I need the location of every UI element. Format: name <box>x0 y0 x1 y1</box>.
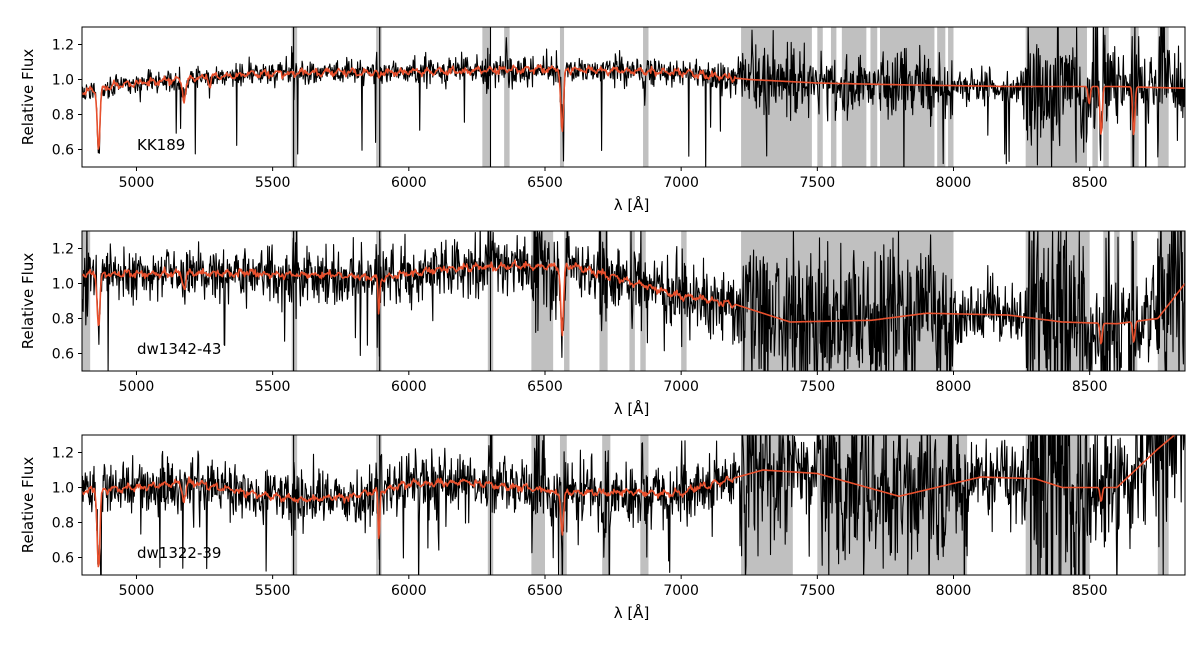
object-label: dw1342-43 <box>137 340 221 358</box>
model-spectrum-line <box>82 259 1185 345</box>
x-tick-label: 7500 <box>800 379 836 395</box>
chart-panel-3: 5000 5500 6000 6500 7000 7500 8000 8500 0.6 0.8 1.… <box>19 434 1186 622</box>
x-tick-label: 8000 <box>936 379 972 395</box>
x-tick-label: 7500 <box>800 583 836 599</box>
plot-area <box>82 435 1185 575</box>
masked-region <box>629 231 635 371</box>
plot-frame <box>81 230 1186 372</box>
model-spectrum-line <box>82 64 1185 150</box>
x-tick-label: 8500 <box>1072 175 1108 191</box>
masked-region <box>504 27 510 167</box>
x-tick-label: 5500 <box>255 175 291 191</box>
y-tick-label: 0.6 <box>52 551 74 567</box>
y-tick-label: 1.0 <box>52 277 74 293</box>
x-tick-label: 7000 <box>663 379 699 395</box>
masked-region <box>640 231 646 371</box>
y-axis-label: Relative Flux <box>19 49 37 146</box>
x-axis-label: λ [Å] <box>614 195 650 214</box>
masked-region <box>559 27 565 167</box>
x-tick-label: 8500 <box>1072 379 1108 395</box>
object-label: dw1322-39 <box>137 544 221 562</box>
x-axis-label: λ [Å] <box>614 603 650 622</box>
y-axis-label: Relative Flux <box>19 253 37 350</box>
masked-region <box>1114 231 1120 371</box>
y-axis-label: Relative Flux <box>19 457 37 554</box>
y-tick-label: 1.0 <box>52 481 74 497</box>
x-tick-label: 6000 <box>391 583 427 599</box>
masked-region <box>599 231 608 371</box>
plot-area <box>82 231 1185 371</box>
x-tick-label: 6500 <box>527 583 563 599</box>
masked-region <box>643 27 649 167</box>
x-tick-label: 6500 <box>527 379 563 395</box>
masked-region <box>291 231 298 371</box>
y-tick-label: 0.8 <box>52 312 74 328</box>
plot-frame <box>81 26 1186 168</box>
masked-region <box>870 27 878 167</box>
x-axis-label: λ [Å] <box>614 399 650 418</box>
masked-region <box>817 27 823 167</box>
chart-panel-1: 5000 5500 6000 6500 7000 7500 8000 8500 0.6 0.8 1.… <box>19 26 1186 214</box>
plot-frame <box>81 434 1186 576</box>
x-tick-label: 5500 <box>255 583 291 599</box>
x-tick-label: 8000 <box>936 175 972 191</box>
masked-region <box>482 27 491 167</box>
x-tick-label: 6500 <box>527 175 563 191</box>
observed-spectrum-line <box>82 27 1185 167</box>
chart-panel-2: 5000 5500 6000 6500 7000 7500 8000 8500 0.6 0.8 1.… <box>19 230 1186 418</box>
x-tick-label: 5000 <box>119 175 155 191</box>
y-tick-label: 1.2 <box>52 446 74 462</box>
x-tick-label: 6000 <box>391 379 427 395</box>
x-tick-label: 7000 <box>663 175 699 191</box>
x-tick-label: 5000 <box>119 379 155 395</box>
observed-spectrum-line <box>82 435 1185 575</box>
masked-region <box>1157 27 1169 167</box>
object-label: KK189 <box>137 136 185 154</box>
masked-region <box>564 231 570 371</box>
y-tick-label: 1.2 <box>52 242 74 258</box>
x-tick-label: 8500 <box>1072 583 1108 599</box>
x-tick-label: 5500 <box>255 379 291 395</box>
masked-region <box>937 27 946 167</box>
x-tick-label: 6000 <box>391 175 427 191</box>
x-tick-label: 8000 <box>936 583 972 599</box>
y-tick-label: 1.2 <box>52 38 74 54</box>
masked-region <box>376 27 382 167</box>
model-spectrum-line <box>82 435 1176 568</box>
y-tick-label: 0.6 <box>52 143 74 159</box>
masked-region <box>376 435 382 575</box>
y-tick-label: 0.8 <box>52 108 74 124</box>
y-tick-label: 1.0 <box>52 73 74 89</box>
x-tick-label: 5000 <box>119 583 155 599</box>
y-tick-label: 0.8 <box>52 516 74 532</box>
plot-area <box>82 27 1185 167</box>
x-tick-label: 7000 <box>663 583 699 599</box>
masked-region <box>830 27 837 167</box>
y-tick-label: 0.6 <box>52 347 74 363</box>
x-tick-label: 7500 <box>800 175 836 191</box>
